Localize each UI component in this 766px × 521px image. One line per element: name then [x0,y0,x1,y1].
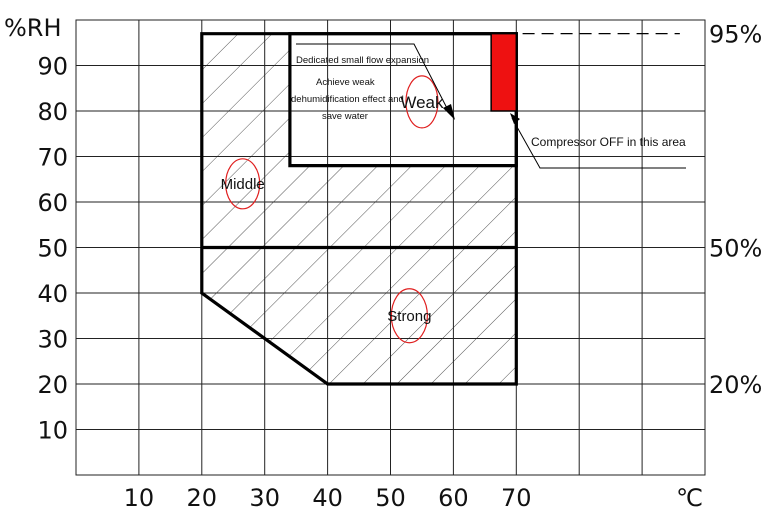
y-tick-label: 60 [37,189,68,217]
y-tick-label: 50 [37,235,68,263]
x-tick-label: 40 [312,484,343,512]
weak-annotation-leader [296,43,451,115]
x-tick-label: 10 [124,484,155,512]
x-axis-unit: ℃ [676,484,703,512]
y-axis-unit: %RH [4,14,62,42]
compressor-annotation: Compressor OFF in this area [531,135,686,149]
strong-zone-hatch [201,247,517,384]
right-label-rh: 20% [709,371,762,399]
compressor-annotation-leader [511,117,686,169]
y-tick-label: 90 [37,53,68,81]
zone-circle-strong [390,288,428,344]
y-tick-label: 20 [37,371,68,399]
y-tick-label: 70 [37,144,68,172]
x-axis-tick-labels: 10 20 30 40 50 60 70 [124,484,532,512]
middle-zone-label: Middle [221,176,265,193]
y-tick-label: 40 [37,280,68,308]
x-tick-label: 20 [187,484,218,512]
x-tick-label: 60 [438,484,469,512]
x-tick-label: 70 [501,484,532,512]
weak-annotation-title: Dedicated small flow expansion [296,55,429,66]
x-tick-label: 30 [249,484,280,512]
zone-circle-weak [405,75,439,129]
right-label-rh: 95% [709,21,762,49]
x-tick-label: 50 [375,484,406,512]
right-rh-labels: 95% 50% 20% [709,21,762,399]
compressor-annotation-arrowhead [510,113,520,124]
zone-circle-middle [225,158,261,210]
weak-zone-outline [288,32,518,168]
right-label-rh: 50% [709,235,762,263]
compressor-off-area [490,32,518,112]
weak-annotation-arrowhead [443,104,455,120]
weak-annotation-line-1: Achieve weak [316,77,375,88]
weak-annotation-line-2: dehumidification effect and [291,94,404,105]
strong-zone-label: Strong [387,308,431,325]
weak-zone-label: Weak [400,93,444,112]
y-tick-label: 10 [37,417,68,445]
y-tick-label: 30 [37,326,68,354]
weak-annotation-line-3: save water [322,111,368,122]
zone-label-circles [225,75,439,344]
y-axis-tick-labels: 10 20 30 40 50 60 70 80 90 [37,53,68,445]
y-tick-label: 80 [37,98,68,126]
